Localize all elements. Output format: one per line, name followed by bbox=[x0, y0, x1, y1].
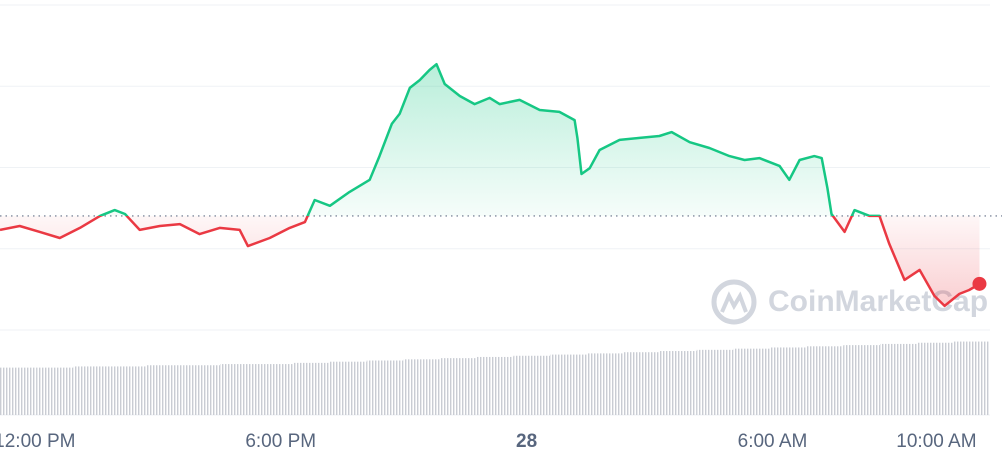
x-tick-label: 6:00 PM bbox=[245, 431, 316, 452]
volume-bar bbox=[220, 364, 257, 415]
volume-bar bbox=[660, 351, 697, 415]
volume-bar bbox=[146, 365, 184, 415]
volume-bar bbox=[733, 348, 770, 415]
volume-bar bbox=[843, 345, 880, 415]
volume-bar bbox=[880, 343, 917, 415]
x-tick-label: 28 bbox=[516, 431, 537, 452]
volume-bar bbox=[0, 367, 37, 415]
volume-bar bbox=[73, 366, 110, 415]
volume-bar bbox=[916, 342, 954, 415]
volume-bar bbox=[110, 366, 147, 415]
volume-bar bbox=[366, 360, 404, 415]
volume-bar bbox=[36, 367, 74, 415]
price-area bbox=[0, 64, 980, 306]
x-tick-label: 12:00 PM bbox=[0, 431, 75, 452]
last-price-dot bbox=[972, 276, 987, 291]
volume-bar bbox=[256, 364, 294, 415]
watermark-logo bbox=[711, 279, 757, 325]
volume-bar bbox=[476, 356, 514, 415]
volume-bar bbox=[806, 346, 844, 415]
volume-bar bbox=[440, 358, 477, 415]
volume-bar bbox=[513, 355, 550, 415]
x-tick-label: 10:00 AM bbox=[896, 431, 976, 452]
volume-bar bbox=[696, 349, 734, 415]
volume-bar bbox=[586, 353, 624, 415]
price-line bbox=[0, 62, 981, 308]
volume-bar bbox=[183, 365, 220, 415]
volume-bar bbox=[953, 341, 990, 415]
volume-bar bbox=[330, 361, 367, 415]
volume-bar bbox=[550, 354, 587, 415]
volume-bar bbox=[293, 362, 330, 415]
volume-bar bbox=[770, 347, 807, 415]
volume-bar bbox=[403, 359, 440, 415]
x-tick-label: 6:00 AM bbox=[738, 431, 808, 452]
volume-bar bbox=[623, 352, 660, 415]
